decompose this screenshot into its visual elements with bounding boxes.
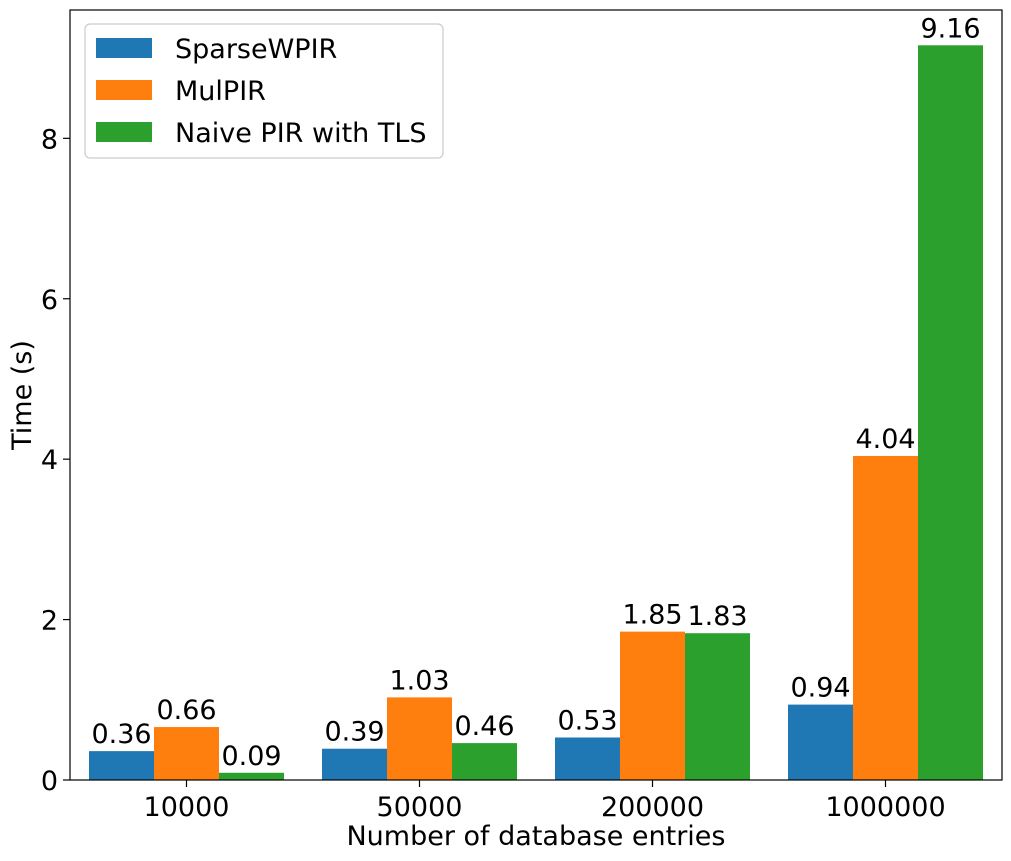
bar — [89, 751, 154, 780]
legend-label: Naive PIR with TLS — [175, 118, 427, 149]
legend-box — [84, 23, 444, 159]
bar-value-label: 9.16 — [920, 13, 980, 44]
bar-value-label: 0.46 — [454, 711, 514, 742]
legend-label: MulPIR — [175, 76, 266, 107]
bar-value-label: 0.39 — [324, 717, 384, 748]
legend-swatch — [96, 122, 152, 142]
bar-value-label: 0.66 — [156, 695, 216, 726]
bar-labels-layer: 0.360.660.09 0.391.030.46 0.53 1.85 1.83 0.94… — [91, 13, 980, 771]
bar-value-label: 0.94 — [790, 673, 850, 704]
bar-value-label: 1.83 — [687, 601, 747, 632]
y-axis: 0 2 4 6 8 — [41, 124, 70, 797]
x-tick-label: 50000 — [377, 792, 463, 823]
bar — [387, 697, 452, 780]
bar-value-label: 4.04 — [855, 424, 915, 455]
bar — [620, 631, 685, 780]
legend-swatch — [96, 38, 152, 58]
y-tick-label: 4 — [41, 445, 58, 476]
y-tick-label: 0 — [41, 766, 58, 797]
legend: SparseWPIR MulPIR Naive PIR with TLS — [84, 23, 444, 159]
bar-value-label: 1.85 — [622, 600, 682, 631]
bar — [918, 45, 983, 780]
x-tick-label: 200000 — [601, 792, 704, 823]
bar-value-label: 0.53 — [557, 705, 617, 736]
bar — [685, 633, 750, 780]
y-tick-label: 2 — [41, 606, 58, 637]
legend-swatch — [96, 80, 152, 100]
x-axis: 10000 50000 200000 1000000 — [144, 780, 946, 823]
y-axis-label: Time (s) — [7, 340, 38, 451]
bar — [322, 748, 387, 780]
bars-layer — [89, 45, 983, 780]
bar — [452, 743, 517, 780]
x-tick-label: 10000 — [144, 792, 230, 823]
bar-value-label: 1.03 — [389, 665, 449, 696]
bar — [219, 772, 284, 780]
bar — [788, 704, 853, 780]
y-tick-label: 8 — [41, 124, 58, 155]
bar — [154, 727, 219, 780]
plot-frame — [69, 9, 1003, 781]
bar — [555, 737, 620, 780]
legend-label: SparseWPIR — [175, 34, 337, 65]
x-axis-label: Number of database entries — [346, 821, 725, 852]
x-tick-label: 1000000 — [825, 792, 945, 823]
bar-value-label: 0.09 — [221, 741, 281, 772]
y-tick-label: 6 — [41, 285, 58, 316]
bar — [853, 455, 918, 780]
bar-value-label: 0.36 — [91, 719, 151, 750]
